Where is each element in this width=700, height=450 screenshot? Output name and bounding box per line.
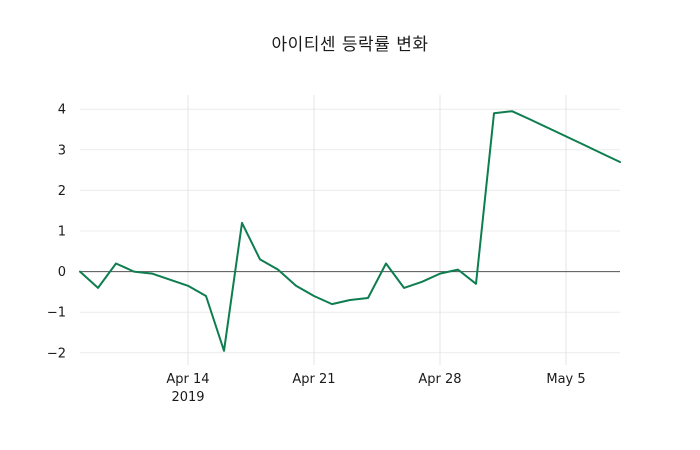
y-tick-label: −1	[47, 306, 66, 321]
y-tick-label: 4	[58, 103, 66, 118]
y-tick-label: −2	[47, 346, 66, 361]
x-tick-label: Apr 28	[418, 372, 461, 387]
x-tick-label: May 5	[546, 372, 585, 387]
y-tick-label: 2	[58, 184, 66, 199]
x-tick-sublabel: 2019	[171, 390, 204, 405]
price-change-line	[79, 110, 621, 352]
y-tick-label: 0	[58, 265, 66, 280]
x-tick-label: Apr 14	[166, 372, 209, 387]
y-tick-label: 1	[58, 225, 66, 240]
chart-title: 아이티센 등락률 변화	[271, 35, 429, 55]
x-tick-label: Apr 21	[292, 372, 335, 387]
y-tick-label: 3	[58, 143, 66, 158]
